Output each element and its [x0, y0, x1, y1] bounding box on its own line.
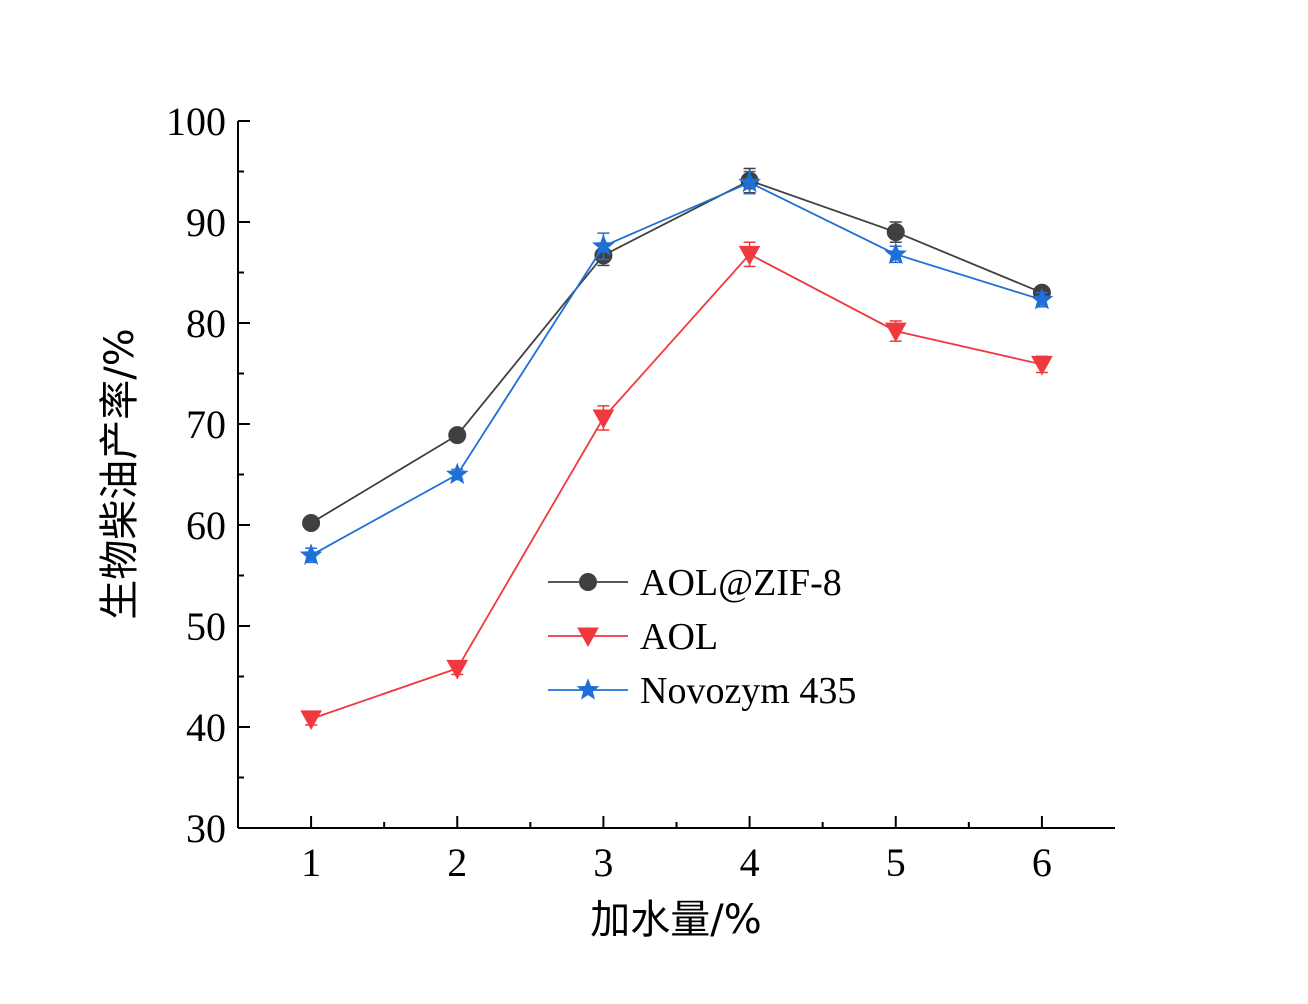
- x-tick-label: 3: [593, 840, 613, 885]
- series-line: [310, 181, 1043, 557]
- data-point: [302, 513, 321, 532]
- legend-marker: [577, 627, 599, 648]
- x-tick-label: 2: [447, 840, 467, 885]
- y-tick-label: 30: [186, 806, 226, 851]
- data-point: [886, 223, 905, 242]
- y-tick-label: 80: [186, 301, 226, 346]
- y-tick-label: 50: [186, 604, 226, 649]
- data-point: [592, 234, 615, 256]
- x-tick-label: 4: [740, 840, 760, 885]
- legend-item: Novozym 435: [548, 670, 856, 712]
- x-tick-label: 6: [1032, 840, 1052, 885]
- y-tick-label: 90: [186, 200, 226, 245]
- y-tick-label: 40: [186, 705, 226, 750]
- data-point: [738, 245, 761, 266]
- series-line: [310, 253, 1043, 720]
- data-point: [738, 170, 761, 193]
- legend-marker: [576, 678, 600, 700]
- y-axis-title: 生物柴油产率/%: [97, 328, 143, 619]
- x-axis-title: 加水量/%: [590, 897, 761, 943]
- legend-label: Novozym 435: [640, 670, 856, 712]
- axes: 30 40 50 60 70 80 90 100 1 2 3 4 5 6: [166, 99, 1115, 885]
- legend-label: AOL: [640, 616, 718, 658]
- series-Novozym 435: [299, 170, 1054, 565]
- data-point: [884, 242, 908, 264]
- legend-marker: [579, 573, 597, 591]
- series-AOL@ZIF-8: [302, 167, 1051, 532]
- data-point: [1030, 287, 1054, 310]
- y-tick-label: 60: [186, 503, 226, 548]
- legend-item: AOL: [548, 616, 718, 658]
- data-point: [592, 409, 615, 429]
- data-point: [299, 543, 323, 565]
- legend-item: AOL@ZIF-8: [548, 562, 842, 604]
- data-point: [300, 710, 322, 730]
- legend-label: AOL@ZIF-8: [640, 562, 842, 604]
- data-point: [884, 322, 907, 343]
- y-tick-label: 70: [186, 402, 226, 447]
- plot-area: [299, 167, 1054, 730]
- legend: AOL@ZIF-8 AOL Novozym 435: [548, 562, 856, 712]
- series-AOL: [300, 241, 1053, 730]
- series-line: [310, 179, 1043, 524]
- data-point: [448, 426, 467, 445]
- x-tick-label: 1: [301, 840, 321, 885]
- data-point: [445, 462, 469, 485]
- y-tick-label: 100: [166, 99, 226, 144]
- data-point: [446, 659, 469, 680]
- data-point: [1031, 355, 1053, 376]
- x-tick-label: 5: [886, 840, 906, 885]
